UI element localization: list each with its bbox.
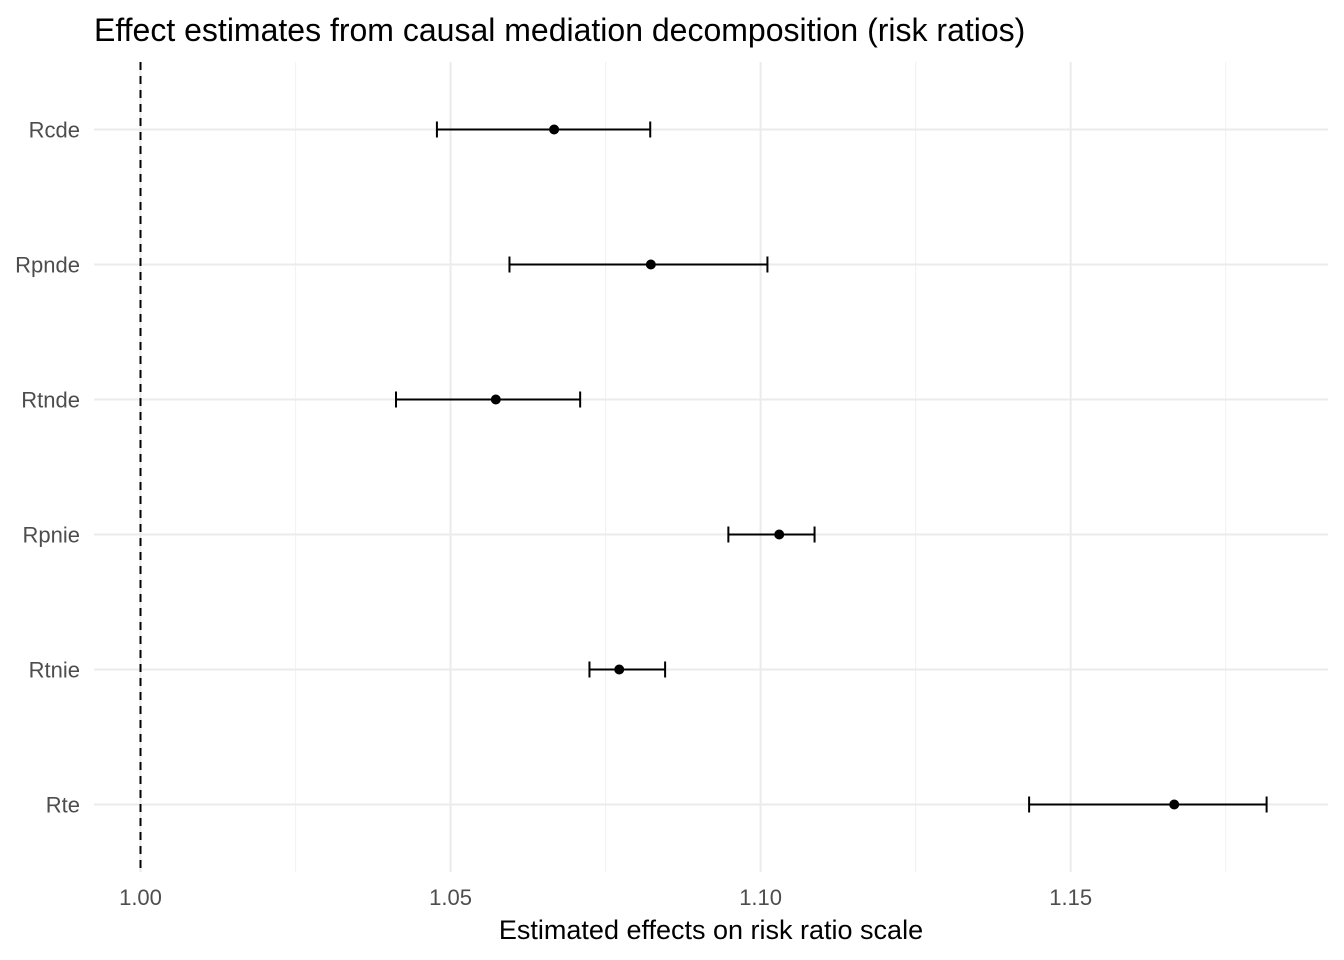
- point-estimate: [1169, 799, 1180, 810]
- point-estimate: [549, 124, 560, 135]
- point-estimate: [645, 259, 656, 270]
- x-axis-title: Estimated effects on risk ratio scale: [499, 915, 923, 945]
- y-tick-label: Rcde: [29, 118, 80, 143]
- y-tick-label: Rpnde: [15, 253, 80, 278]
- x-tick-label: 1.15: [1049, 885, 1092, 910]
- x-axis-labels: 1.00 1.05 1.10 1.15: [119, 885, 1092, 910]
- y-tick-label: Rpnie: [23, 523, 80, 548]
- point-estimate: [774, 529, 785, 540]
- x-tick-label: 1.05: [429, 885, 472, 910]
- point-estimate: [490, 394, 501, 405]
- minor-gridlines: [294, 62, 1227, 872]
- point-estimate: [614, 664, 625, 675]
- y-tick-label: Rte: [46, 793, 80, 818]
- y-tick-label: Rtnie: [29, 658, 80, 683]
- estimate-marks: [394, 121, 1268, 813]
- x-tick-label: 1.10: [739, 885, 782, 910]
- chart-title: Effect estimates from causal mediation d…: [94, 12, 1025, 48]
- y-axis-labels: Rcde Rpnde Rtnde Rpnie Rtnie Rte: [15, 118, 80, 818]
- x-tick-label: 1.00: [119, 885, 162, 910]
- y-tick-label: Rtnde: [21, 388, 80, 413]
- major-gridlines: [94, 62, 1328, 872]
